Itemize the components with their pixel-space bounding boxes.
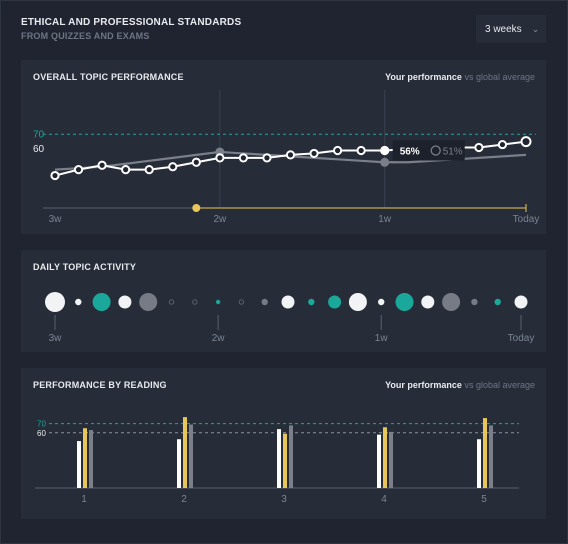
reading-bar bbox=[83, 428, 87, 488]
activity-dot bbox=[471, 298, 478, 306]
activity-dot bbox=[281, 295, 295, 309]
reading-performance-title: PERFORMANCE BY READING bbox=[33, 380, 167, 390]
performance-point bbox=[121, 165, 131, 175]
range-dropdown[interactable]: 3 weeks ⌄ bbox=[476, 15, 546, 43]
performance-point bbox=[73, 165, 84, 175]
legend-secondary: vs global average bbox=[464, 380, 535, 390]
performance-point bbox=[97, 160, 107, 170]
tooltip-you-value: 56% bbox=[400, 146, 420, 157]
performance-point bbox=[191, 157, 201, 167]
threshold-label: 60 bbox=[37, 429, 46, 438]
activity-dot bbox=[421, 295, 435, 309]
performance-point bbox=[144, 165, 154, 175]
overall-performance-panel: OVERALL TOPIC PERFORMANCE Your performan… bbox=[21, 60, 546, 234]
activity-dot bbox=[215, 299, 221, 305]
category-label: 2 bbox=[181, 494, 187, 505]
x-tick-label: 1w bbox=[378, 214, 392, 225]
x-tick-label: 3w bbox=[49, 333, 63, 344]
range-dropdown-label: 3 weeks bbox=[485, 23, 522, 35]
legend-secondary: vs global average bbox=[464, 72, 535, 82]
overall-performance-title: OVERALL TOPIC PERFORMANCE bbox=[33, 72, 184, 82]
reading-bar bbox=[477, 439, 481, 488]
performance-point bbox=[333, 145, 343, 156]
daily-activity-title: DAILY TOPIC ACTIVITY bbox=[33, 262, 137, 272]
performance-point bbox=[356, 145, 366, 156]
performance-point-hover bbox=[380, 145, 390, 155]
legend-primary: Your performance bbox=[385, 72, 462, 82]
activity-dot bbox=[139, 293, 158, 311]
overall-performance-chart[interactable]: 70 60 56% 51% 3w 2w 1w Today bbox=[21, 60, 546, 234]
page-subtitle: FROM QUIZZES AND EXAMS bbox=[21, 31, 150, 41]
x-tick-label: 3w bbox=[49, 214, 63, 225]
reading-bar bbox=[377, 434, 381, 488]
chevron-down-icon: ⌄ bbox=[531, 23, 540, 34]
activity-dot bbox=[348, 293, 367, 311]
daily-activity-chart[interactable]: 3w 2w 1w Today bbox=[21, 250, 546, 352]
performance-point bbox=[520, 136, 532, 148]
reading-bar bbox=[77, 441, 81, 488]
activity-dot bbox=[494, 298, 501, 306]
activity-dot bbox=[118, 295, 132, 309]
globe-icon bbox=[430, 145, 441, 156]
reading-bar bbox=[483, 418, 487, 488]
activity-dot bbox=[238, 299, 245, 305]
performance-point bbox=[168, 162, 178, 172]
performance-point bbox=[497, 139, 508, 150]
activity-dot bbox=[168, 299, 175, 305]
activity-dot bbox=[261, 298, 268, 306]
reading-bar bbox=[489, 425, 493, 488]
activity-dot bbox=[45, 292, 65, 312]
activity-dot bbox=[92, 293, 111, 311]
reading-bar bbox=[89, 430, 93, 488]
category-label: 5 bbox=[481, 494, 487, 505]
activity-dot bbox=[378, 298, 385, 306]
reading-performance-panel: PERFORMANCE BY READING Your performance … bbox=[21, 368, 546, 519]
legend-primary: Your performance bbox=[385, 380, 462, 390]
activity-dot bbox=[514, 295, 528, 309]
performance-point bbox=[262, 153, 272, 163]
x-tick-label: 2w bbox=[212, 333, 226, 344]
daily-activity-panel: DAILY TOPIC ACTIVITY 3w 2w 1w Today bbox=[21, 250, 546, 352]
reading-bar bbox=[183, 417, 187, 488]
page-title: ETHICAL AND PROFESSIONAL STANDARDS bbox=[21, 17, 242, 28]
performance-point bbox=[238, 153, 248, 163]
activity-dot bbox=[442, 293, 461, 311]
reading-bar bbox=[277, 429, 281, 488]
tooltip-box bbox=[392, 140, 465, 161]
reading-legend: Your performance vs global average bbox=[385, 380, 535, 390]
activity-dot bbox=[328, 295, 342, 309]
reading-bar bbox=[389, 431, 393, 488]
performance-point bbox=[50, 170, 60, 181]
activity-dot bbox=[395, 293, 414, 311]
x-tick-label: Today bbox=[508, 333, 535, 344]
overall-legend: Your performance vs global average bbox=[385, 72, 535, 82]
activity-dot bbox=[308, 298, 315, 306]
performance-point bbox=[215, 153, 225, 163]
threshold-label: 60 bbox=[33, 144, 45, 155]
reading-bar bbox=[177, 439, 181, 488]
performance-point bbox=[285, 150, 296, 160]
performance-point bbox=[474, 142, 484, 153]
reading-bar bbox=[289, 425, 293, 488]
threshold-label: 70 bbox=[33, 129, 45, 140]
threshold-label: 70 bbox=[37, 420, 46, 429]
reading-bar bbox=[383, 427, 387, 488]
category-label: 1 bbox=[81, 494, 87, 505]
reading-bar bbox=[283, 433, 287, 488]
tooltip-global-value: 51% bbox=[443, 146, 463, 157]
global-average-point bbox=[380, 157, 390, 167]
timeline-marker-icon bbox=[192, 204, 201, 212]
x-tick-label: Today bbox=[513, 214, 540, 225]
category-label: 3 bbox=[281, 494, 287, 505]
x-tick-label: 1w bbox=[375, 333, 389, 344]
activity-dot bbox=[75, 298, 82, 306]
category-label: 4 bbox=[381, 494, 387, 505]
reading-bar bbox=[189, 424, 193, 488]
activity-dot bbox=[192, 299, 198, 305]
performance-point bbox=[309, 148, 319, 159]
x-tick-label: 2w bbox=[213, 214, 227, 225]
